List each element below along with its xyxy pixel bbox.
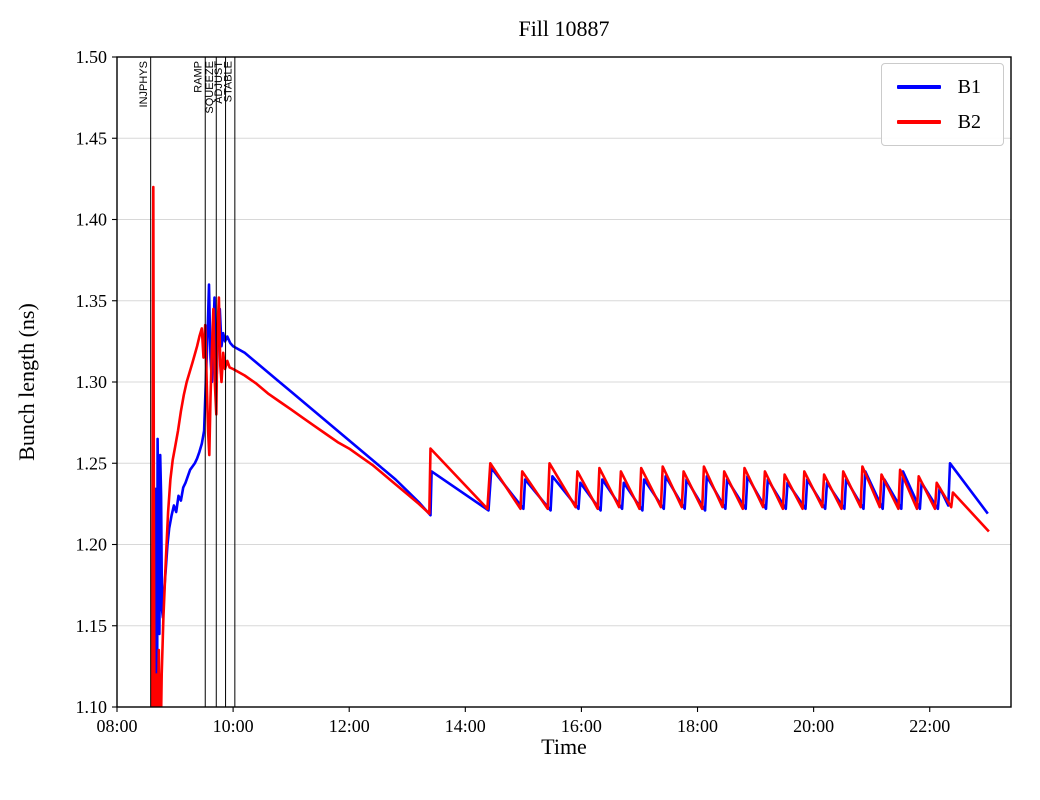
legend-entry-b1: B1 bbox=[896, 76, 981, 98]
y-tick-label: 1.15 bbox=[76, 616, 108, 636]
beam-mode-label-squeeze: SQUEEZE bbox=[204, 61, 216, 114]
y-tick-label: 1.45 bbox=[76, 128, 108, 148]
y-tick-label: 1.20 bbox=[76, 535, 108, 555]
beam-mode-label-stable: STABLE bbox=[222, 61, 234, 102]
legend-line-b2 bbox=[896, 120, 941, 124]
x-axis-label: Time bbox=[541, 734, 587, 759]
series-line-b1 bbox=[154, 283, 989, 707]
legend-line-b1 bbox=[896, 85, 941, 89]
legend: B1 B2 bbox=[880, 63, 1004, 146]
legend-label-b2: B2 bbox=[957, 111, 981, 133]
chart-title: Fill 10887 bbox=[518, 16, 610, 41]
legend-label-b1: B1 bbox=[957, 76, 981, 98]
y-tick-label: 1.40 bbox=[76, 210, 108, 230]
legend-entry-b2: B2 bbox=[896, 111, 981, 133]
x-tick-label: 18:00 bbox=[677, 716, 718, 736]
y-tick-label: 1.50 bbox=[76, 47, 108, 67]
y-tick-label: 1.25 bbox=[76, 453, 108, 473]
beam-mode-label-ramp: RAMP bbox=[193, 61, 205, 93]
x-tick-label: 16:00 bbox=[561, 716, 602, 736]
x-tick-label: 14:00 bbox=[445, 716, 486, 736]
x-tick-label: 08:00 bbox=[96, 716, 137, 736]
y-axis-label: Bunch length (ns) bbox=[14, 303, 39, 461]
x-tick-label: 20:00 bbox=[793, 716, 834, 736]
x-tick-label: 22:00 bbox=[909, 716, 950, 736]
x-tick-label: 12:00 bbox=[329, 716, 370, 736]
series-line-b2 bbox=[150, 185, 990, 707]
beam-mode-label-injphys: INJPHYS bbox=[138, 61, 150, 107]
beam-mode-label-adjust: ADJUST bbox=[213, 61, 225, 104]
y-tick-label: 1.35 bbox=[76, 291, 108, 311]
x-tick-label: 10:00 bbox=[213, 716, 254, 736]
y-tick-label: 1.10 bbox=[76, 697, 108, 717]
y-tick-label: 1.30 bbox=[76, 372, 108, 392]
